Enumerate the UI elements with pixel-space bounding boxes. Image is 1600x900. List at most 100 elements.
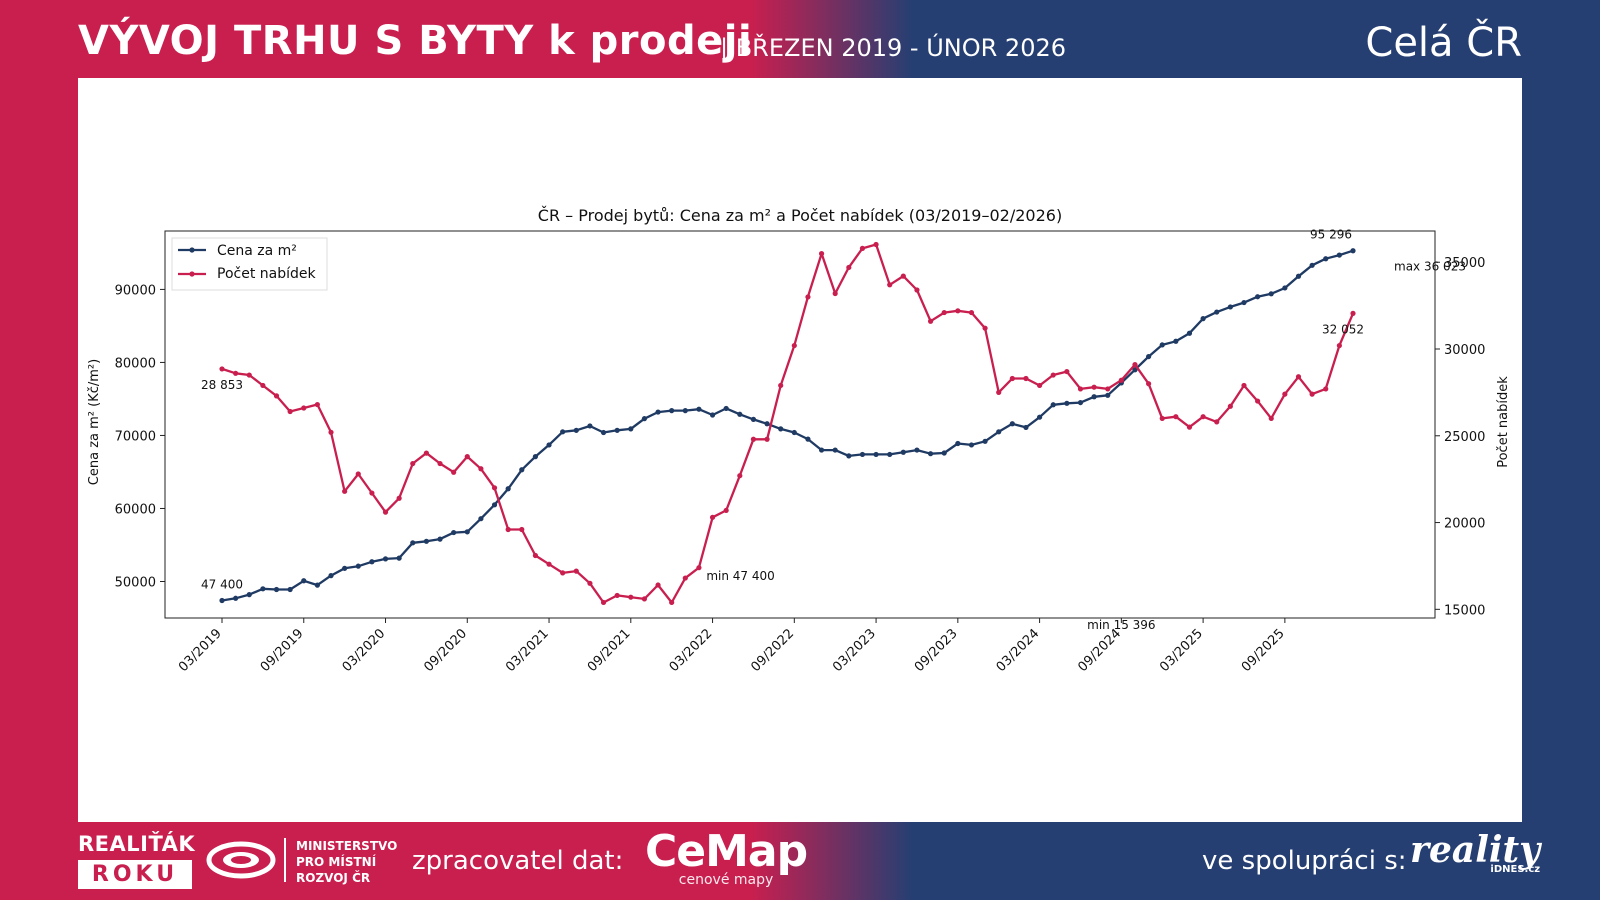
data-point-1 — [1132, 362, 1138, 368]
data-point-1 — [914, 287, 920, 293]
data-point-1 — [519, 526, 525, 533]
data-point-0 — [682, 408, 688, 414]
annotation-end-left: 95 296 — [1310, 228, 1352, 242]
y-left-tick-label: 60000 — [115, 502, 156, 517]
data-point-0 — [1009, 421, 1015, 427]
data-point-1 — [1050, 372, 1056, 378]
data-point-1 — [451, 469, 457, 475]
data-point-0 — [1268, 291, 1274, 297]
data-point-1 — [709, 514, 716, 520]
legend-marker-price — [189, 247, 195, 253]
data-point-0 — [1282, 285, 1288, 291]
cemap-logo: CeMap cenové mapy — [645, 828, 808, 889]
data-point-1 — [900, 273, 906, 279]
data-point-1 — [737, 473, 743, 479]
data-point-1 — [1186, 424, 1193, 430]
data-point-1 — [342, 488, 348, 494]
data-point-0 — [1146, 353, 1152, 360]
x-tick-label: 03/2025 — [1157, 626, 1206, 675]
data-point-0 — [301, 578, 307, 584]
data-point-1 — [805, 294, 811, 300]
data-point-0 — [968, 442, 975, 448]
data-point-1 — [1282, 391, 1288, 397]
header-title: VÝVOJ TRHU S BYTY k prodeji — [78, 18, 753, 64]
y-left-tick-label: 80000 — [115, 356, 156, 371]
x-tick-label: 09/2023 — [912, 626, 961, 675]
data-point-0 — [655, 409, 661, 415]
data-point-0 — [832, 447, 838, 453]
data-point-0 — [491, 502, 498, 508]
data-point-1 — [968, 309, 975, 316]
reality-logo-subtitle: iDNES.cz — [1490, 864, 1541, 875]
chart-panel: ČR – Prodej bytů: Cena za m² a Počet nab… — [78, 78, 1522, 822]
data-point-0 — [532, 454, 539, 460]
data-point-1 — [328, 429, 334, 435]
data-point-1 — [1214, 419, 1220, 425]
data-point-0 — [369, 559, 375, 565]
data-point-0 — [1227, 304, 1233, 310]
data-point-1 — [696, 565, 702, 571]
data-point-1 — [437, 460, 443, 467]
data-point-1 — [1255, 398, 1261, 404]
data-point-1 — [505, 526, 511, 533]
data-point-0 — [1105, 392, 1111, 398]
data-point-1 — [1064, 368, 1070, 375]
data-point-0 — [451, 529, 457, 536]
data-point-0 — [955, 440, 961, 447]
data-point-1 — [382, 509, 389, 515]
data-point-1 — [764, 436, 770, 442]
data-point-0 — [478, 516, 484, 522]
data-point-1 — [1091, 384, 1097, 390]
data-point-1 — [887, 282, 893, 288]
cemap-logo-subtitle: cenové mapy — [678, 872, 774, 888]
data-point-0 — [260, 586, 266, 592]
y-right-tick-label: 30000 — [1444, 343, 1485, 358]
x-tick-label: 03/2022 — [667, 626, 716, 675]
data-point-1 — [410, 460, 416, 467]
x-tick-label: 03/2023 — [830, 626, 879, 675]
data-point-0 — [846, 453, 852, 459]
data-point-0 — [437, 536, 443, 542]
reality-logo-name: reality — [1410, 829, 1541, 871]
data-processor-label: zpracovatel dat: — [412, 846, 624, 876]
data-point-0 — [1255, 294, 1261, 300]
data-point-1 — [723, 507, 729, 514]
data-point-0 — [914, 447, 920, 453]
data-point-0 — [1159, 342, 1165, 348]
data-point-0 — [1077, 399, 1084, 406]
data-point-1 — [873, 241, 879, 248]
data-point-1 — [1023, 375, 1029, 382]
data-point-1 — [941, 309, 947, 316]
data-point-0 — [696, 406, 702, 412]
data-point-0 — [505, 486, 511, 492]
data-point-0 — [996, 429, 1002, 435]
data-point-0 — [342, 565, 348, 571]
data-point-1 — [1323, 386, 1329, 392]
data-point-0 — [355, 563, 361, 569]
data-point-1 — [423, 450, 429, 456]
data-point-1 — [219, 366, 225, 372]
x-tick-label: 03/2024 — [994, 626, 1043, 675]
x-tick-label: 09/2024 — [1075, 626, 1124, 675]
data-point-1 — [1241, 382, 1247, 389]
data-point-1 — [546, 561, 552, 567]
dual-axis-line-chart: ČR – Prodej bytů: Cena za m² a Počet nab… — [87, 206, 1511, 675]
legend-label-price: Cena za m² — [217, 243, 297, 259]
data-point-0 — [628, 426, 634, 432]
data-point-0 — [778, 426, 784, 432]
annotation-min-left: min 47 400 — [706, 569, 774, 583]
x-tick-label: 09/2019 — [258, 626, 307, 675]
data-point-1 — [1200, 414, 1206, 420]
x-tick-label: 03/2020 — [340, 626, 389, 675]
series-line-0 — [221, 249, 1354, 602]
data-point-1 — [464, 454, 470, 460]
data-point-0 — [423, 538, 429, 544]
data-point-1 — [1295, 374, 1302, 380]
data-point-0 — [900, 449, 906, 455]
data-point-1 — [859, 245, 866, 251]
data-point-0 — [764, 421, 770, 427]
data-point-1 — [260, 382, 266, 389]
data-point-0 — [723, 405, 729, 412]
data-point-1 — [396, 495, 402, 501]
ministry-name: MINISTERSTVO PRO MÍSTNÍ ROZVOJ ČR — [296, 839, 398, 885]
